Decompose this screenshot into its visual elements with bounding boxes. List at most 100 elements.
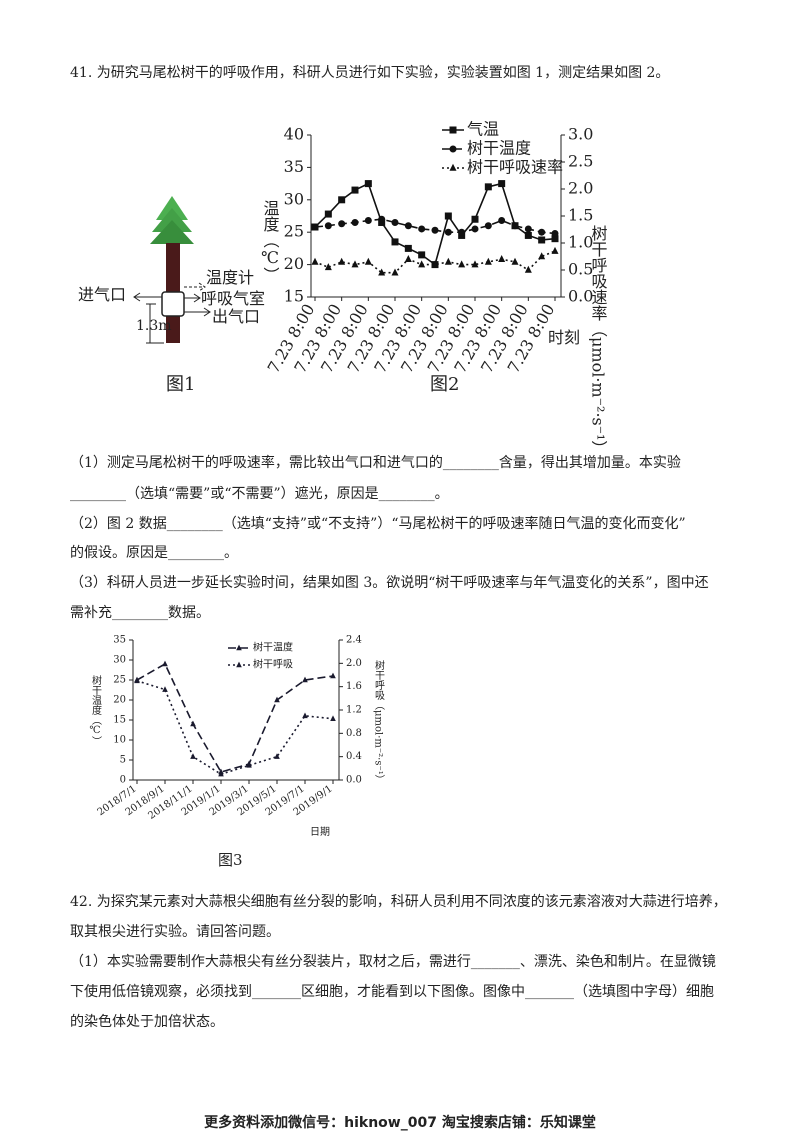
caption: 图2 xyxy=(430,374,459,395)
marker xyxy=(551,235,559,243)
figure-1: 进气口 温度计 呼吸气室 出气口 1.3m 图1 xyxy=(78,196,265,395)
marker xyxy=(391,218,399,226)
marker xyxy=(404,222,412,230)
marker xyxy=(338,220,346,228)
marker xyxy=(391,238,399,246)
chamber xyxy=(161,291,185,317)
marker xyxy=(404,255,412,262)
label: 出气口 xyxy=(212,307,260,326)
marker xyxy=(162,686,168,692)
marker xyxy=(338,196,346,204)
marker xyxy=(236,644,242,651)
y2-tick-label: 1.5 xyxy=(568,206,593,225)
y-tick-label: 35 xyxy=(284,157,304,176)
dimension xyxy=(146,303,164,344)
y2-tick-label: 2.0 xyxy=(568,179,593,198)
text-line: （3）科研人员进一步延长实验时间，结果如图 3。欲说明“树干呼吸速率与年气温变化… xyxy=(70,575,709,591)
marker xyxy=(498,217,506,225)
marker xyxy=(236,661,242,668)
marker xyxy=(431,226,439,234)
marker xyxy=(471,260,479,268)
y-tick-label: 30 xyxy=(284,189,304,208)
marker xyxy=(330,672,336,679)
marker xyxy=(378,268,386,276)
text-line: 的染色体处于加倍状态。 xyxy=(70,1014,224,1030)
marker xyxy=(218,770,224,777)
y2-tick-label: 0.5 xyxy=(568,260,593,279)
series-line xyxy=(314,182,556,266)
marker xyxy=(538,228,546,236)
y-axis-label: 温度（℃） xyxy=(261,200,280,283)
y-tick-label: 35 xyxy=(113,635,126,646)
series-line xyxy=(136,662,334,773)
marker xyxy=(524,265,532,273)
marker xyxy=(498,255,506,262)
y2-tick-label: 0.0 xyxy=(568,287,593,306)
marker xyxy=(274,696,280,703)
x-axis-label: 时刻 xyxy=(548,328,580,347)
x-axis-label: 日期 xyxy=(310,826,330,838)
arrow xyxy=(184,307,211,317)
y2-axis-label: 树干呼吸（μmol·m⁻²·s⁻¹） xyxy=(373,659,385,785)
y-tick-label: 0 xyxy=(120,775,126,786)
marker xyxy=(444,228,452,236)
label: 温度计 xyxy=(206,268,254,287)
marker xyxy=(431,260,439,268)
marker xyxy=(134,677,140,684)
marker xyxy=(311,223,319,231)
marker xyxy=(418,251,426,259)
marker xyxy=(324,263,332,271)
marker xyxy=(524,225,532,233)
marker xyxy=(190,720,196,727)
marker xyxy=(551,229,559,237)
text-line: （1）测定马尾松树干的呼吸速率，需比较出气口和进气口的________含量，得出… xyxy=(70,455,681,471)
marker xyxy=(338,257,346,265)
marker xyxy=(444,257,452,265)
marker xyxy=(330,715,336,721)
text-line: 42. 为探究某元素对大蒜根尖细胞有丝分裂的影响，科研人员利用不同浓度的该元素溶… xyxy=(70,894,727,910)
marker xyxy=(302,676,308,683)
legend-label: 树干温度 xyxy=(467,139,531,158)
y2-tick-label: 3.0 xyxy=(568,125,593,144)
marker xyxy=(449,145,457,153)
marker xyxy=(404,244,412,252)
y2-tick-label: 1.6 xyxy=(346,681,362,692)
marker xyxy=(458,228,466,236)
y2-tick-label: 2.5 xyxy=(568,152,593,171)
y2-tick-label: 1.2 xyxy=(346,705,362,716)
y-tick-label: 20 xyxy=(284,254,304,273)
y-tick-label: 10 xyxy=(113,735,126,746)
arrow xyxy=(133,292,162,302)
marker xyxy=(449,163,457,171)
marker xyxy=(498,180,506,188)
y-tick-label: 15 xyxy=(284,287,304,306)
y2-tick-label: 2.4 xyxy=(346,635,362,646)
marker xyxy=(471,215,479,223)
y2-tick-label: 0.8 xyxy=(346,728,362,739)
y2-tick-label: 0.4 xyxy=(346,751,362,762)
marker xyxy=(351,186,359,194)
y-tick-label: 5 xyxy=(120,755,126,766)
marker xyxy=(418,260,426,268)
marker xyxy=(162,660,168,667)
marker xyxy=(391,268,399,276)
label: 1.3m xyxy=(136,318,172,334)
marker xyxy=(324,210,332,218)
marker xyxy=(246,762,252,768)
marker xyxy=(484,257,492,265)
marker xyxy=(484,222,492,230)
arrow xyxy=(184,293,201,303)
caption: 图1 xyxy=(166,374,195,395)
y-tick-label: 30 xyxy=(113,655,126,666)
label: 呼吸气室 xyxy=(201,289,265,308)
marker xyxy=(538,252,546,260)
y2-tick-label: 2.0 xyxy=(346,658,362,669)
legend-label: 气温 xyxy=(467,120,499,139)
marker xyxy=(311,257,319,265)
y-tick-label: 25 xyxy=(284,222,304,241)
legend-label: 树干温度 xyxy=(253,641,293,654)
y-tick-label: 15 xyxy=(113,715,126,726)
marker xyxy=(524,231,532,239)
